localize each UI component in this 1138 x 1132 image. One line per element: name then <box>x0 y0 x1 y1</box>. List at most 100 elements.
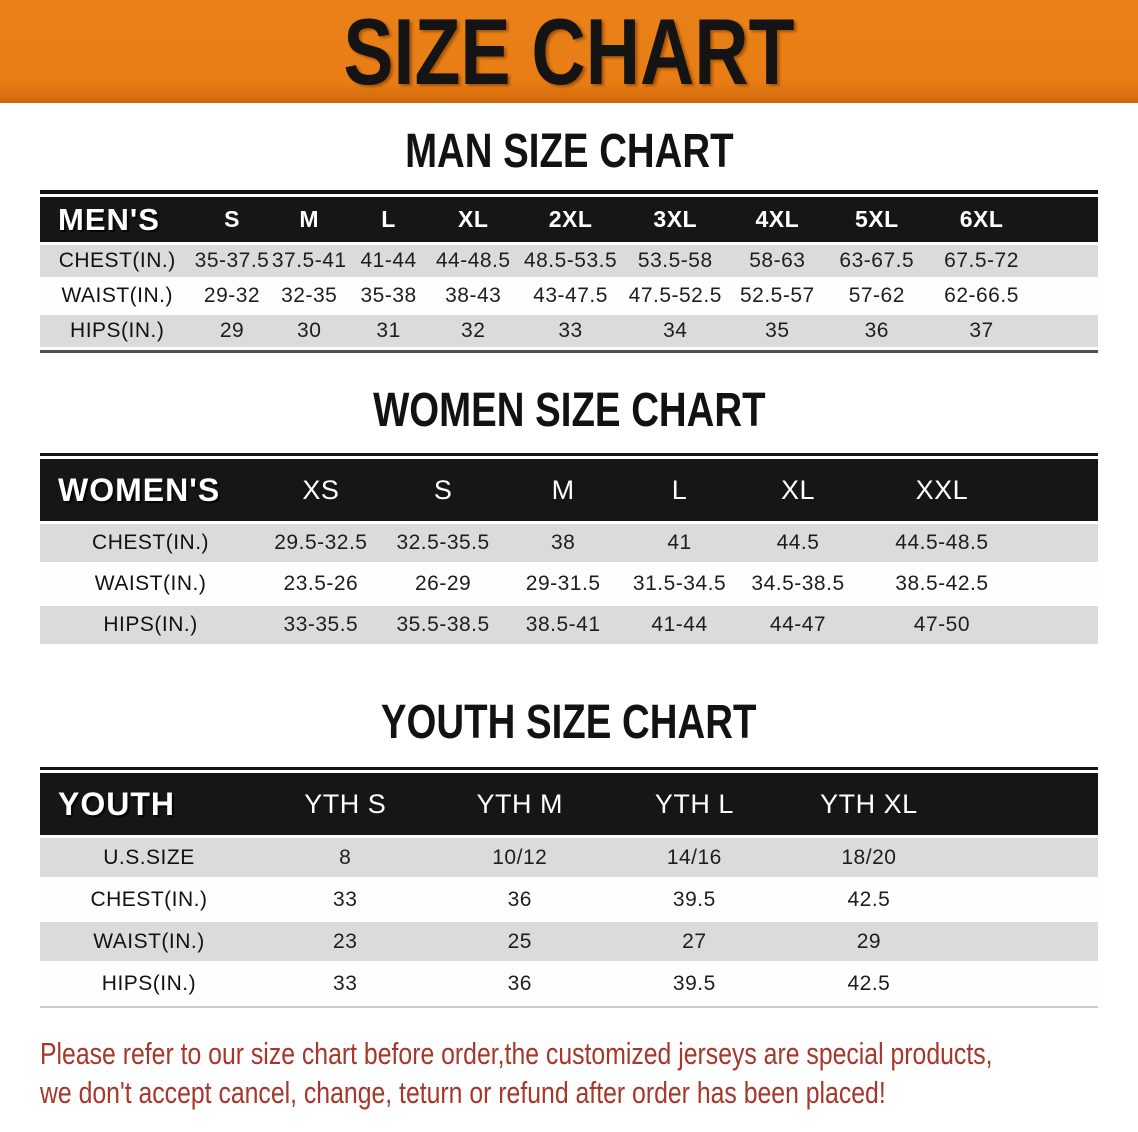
value-cell: 34.5-38.5 <box>738 565 858 603</box>
value-cell: 41 <box>620 524 739 562</box>
row-label: CHEST(IN.) <box>40 245 195 277</box>
value-cell: 14/16 <box>607 838 782 877</box>
youth-chest-row: CHEST(IN.) 33 36 39.5 42.5 <box>40 880 1098 919</box>
youth-waist-row: WAIST(IN.) 23 25 27 29 <box>40 922 1098 961</box>
value-cell: 47-50 <box>857 606 1027 644</box>
value-cell: 41-44 <box>620 606 739 644</box>
value-cell: 37.5-41 <box>269 245 349 277</box>
value-cell: 36 <box>827 315 927 347</box>
women-col-header: XXL <box>857 459 1027 521</box>
value-cell: 18/20 <box>781 838 957 877</box>
men-band-label: MEN'S <box>40 197 195 242</box>
row-label: CHEST(IN.) <box>40 880 258 919</box>
men-header-row: MEN'S S M L XL 2XL 3XL 4XL 5XL 6XL <box>40 197 1098 242</box>
value-cell: 34 <box>622 315 728 347</box>
value-cell: 32 <box>428 315 519 347</box>
women-waist-row: WAIST(IN.) 23.5-26 26-29 29-31.5 31.5-34… <box>40 565 1098 603</box>
footer-note-line2: we don't accept cancel, change, teturn o… <box>40 1075 886 1110</box>
value-cell: 37 <box>926 315 1037 347</box>
value-cell: 23.5-26 <box>261 565 381 603</box>
value-cell: 62-66.5 <box>926 280 1037 312</box>
value-cell: 31.5-34.5 <box>620 565 739 603</box>
value-cell: 35-38 <box>348 280 429 312</box>
youth-header-row: YOUTH YTH S YTH M YTH L YTH XL <box>40 773 1098 835</box>
value-cell: 29-31.5 <box>505 565 621 603</box>
value-cell: 26-29 <box>380 565 506 603</box>
value-cell: 33-35.5 <box>261 606 381 644</box>
spacer-cell <box>1036 245 1098 277</box>
youth-hips-row: HIPS(IN.) 33 36 39.5 42.5 <box>40 964 1098 1003</box>
value-cell: 38 <box>505 524 621 562</box>
footer-note: Please refer to our size chart before or… <box>40 1034 1138 1112</box>
value-cell: 38-43 <box>428 280 519 312</box>
youth-size-table: YOUTH YTH S YTH M YTH L YTH XL U.S.SIZE … <box>40 767 1098 1008</box>
value-cell: 29 <box>194 315 270 347</box>
spacer-cell <box>1036 197 1098 242</box>
value-cell: 33 <box>518 315 623 347</box>
men-section-heading: MAN SIZE CHART <box>0 128 1138 176</box>
value-cell: 41-44 <box>348 245 429 277</box>
value-cell: 39.5 <box>607 880 782 919</box>
value-cell: 35-37.5 <box>194 245 270 277</box>
value-cell: 29.5-32.5 <box>261 524 381 562</box>
value-cell: 53.5-58 <box>622 245 728 277</box>
men-hips-row: HIPS(IN.) 29 30 31 32 33 34 35 36 37 <box>40 315 1098 347</box>
value-cell: 43-47.5 <box>518 280 623 312</box>
youth-section-heading: YOUTH SIZE CHART <box>0 699 1138 747</box>
value-cell: 67.5-72 <box>926 245 1037 277</box>
spacer-cell <box>1026 524 1098 562</box>
row-label: WAIST(IN.) <box>40 280 195 312</box>
value-cell: 29-32 <box>194 280 270 312</box>
women-hips-row: HIPS(IN.) 33-35.5 35.5-38.5 38.5-41 41-4… <box>40 606 1098 644</box>
youth-band-label: YOUTH <box>40 773 258 835</box>
value-cell: 10/12 <box>432 838 608 877</box>
youth-col-header: YTH S <box>257 773 433 835</box>
value-cell: 29 <box>781 922 957 961</box>
value-cell: 8 <box>257 838 433 877</box>
value-cell: 33 <box>257 880 433 919</box>
row-label: WAIST(IN.) <box>40 565 262 603</box>
row-label: HIPS(IN.) <box>40 964 258 1003</box>
value-cell: 44.5 <box>738 524 858 562</box>
value-cell: 35.5-38.5 <box>380 606 506 644</box>
value-cell: 48.5-53.5 <box>518 245 623 277</box>
women-col-header: XL <box>738 459 858 521</box>
men-col-header: L <box>348 197 429 242</box>
banner-title: SIZE CHART <box>343 0 795 104</box>
value-cell: 30 <box>269 315 349 347</box>
men-col-header: S <box>194 197 270 242</box>
value-cell: 39.5 <box>607 964 782 1003</box>
men-col-header: 5XL <box>827 197 927 242</box>
value-cell: 38.5-41 <box>505 606 621 644</box>
footer-note-line1: Please refer to our size chart before or… <box>40 1036 993 1071</box>
row-label: HIPS(IN.) <box>40 315 195 347</box>
value-cell: 33 <box>257 964 433 1003</box>
row-label: WAIST(IN.) <box>40 922 258 961</box>
men-size-table: MEN'S S M L XL 2XL 3XL 4XL 5XL 6XL CHEST… <box>40 190 1098 353</box>
value-cell: 42.5 <box>781 880 957 919</box>
women-col-header: L <box>620 459 739 521</box>
spacer-cell <box>1026 459 1098 521</box>
value-cell: 27 <box>607 922 782 961</box>
youth-ussize-row: U.S.SIZE 8 10/12 14/16 18/20 <box>40 838 1098 877</box>
value-cell: 44.5-48.5 <box>857 524 1027 562</box>
men-col-header: 3XL <box>622 197 728 242</box>
women-chest-row: CHEST(IN.) 29.5-32.5 32.5-35.5 38 41 44.… <box>40 524 1098 562</box>
row-label: CHEST(IN.) <box>40 524 262 562</box>
women-col-header: S <box>380 459 506 521</box>
women-section-heading-text: WOMEN SIZE CHART <box>372 384 766 437</box>
women-size-table: WOMEN'S XS S M L XL XXL CHEST(IN.) 29.5-… <box>40 453 1098 647</box>
youth-section-heading-text: YOUTH SIZE CHART <box>381 696 757 749</box>
spacer-cell <box>956 964 1098 1003</box>
size-chart-banner: SIZE CHART <box>0 0 1138 103</box>
spacer-cell <box>956 880 1098 919</box>
men-col-header: XL <box>428 197 519 242</box>
spacer-cell <box>956 773 1098 835</box>
value-cell: 52.5-57 <box>727 280 828 312</box>
spacer-cell <box>956 838 1098 877</box>
value-cell: 57-62 <box>827 280 927 312</box>
women-header-row: WOMEN'S XS S M L XL XXL <box>40 459 1098 521</box>
value-cell: 25 <box>432 922 608 961</box>
value-cell: 35 <box>727 315 828 347</box>
value-cell: 32-35 <box>269 280 349 312</box>
